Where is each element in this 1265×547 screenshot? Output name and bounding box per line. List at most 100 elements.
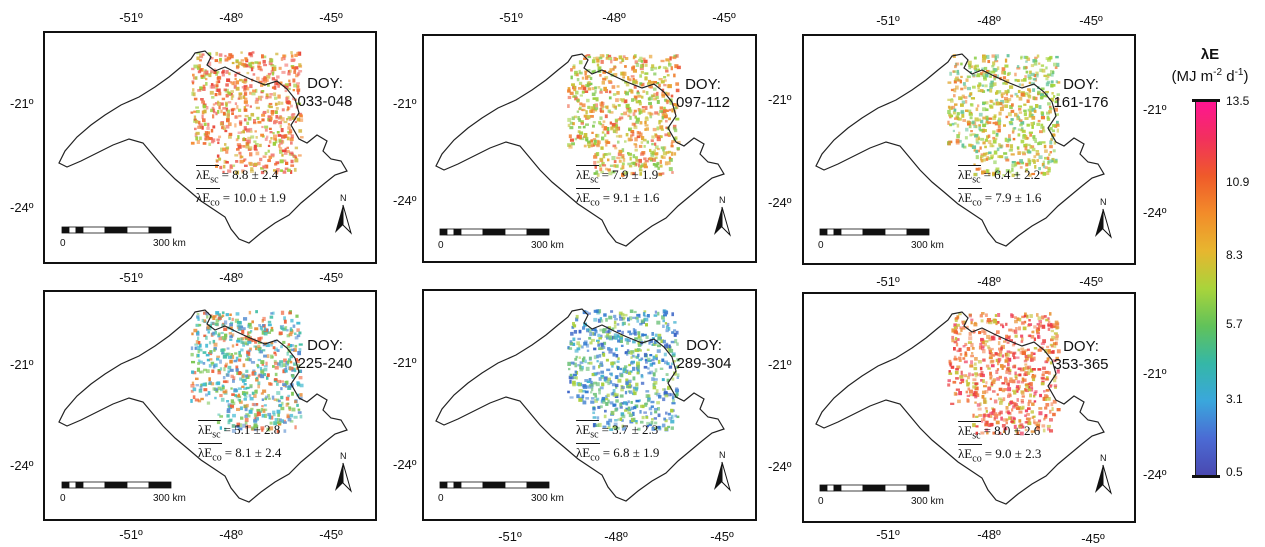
lat-tick-left: -21º <box>10 357 34 372</box>
doy-range: 289-304 <box>676 355 732 372</box>
lat-tick-right: -24º <box>1143 205 1167 220</box>
stat-value: = 6.8 ± 1.9 <box>602 445 660 460</box>
doy-range: 225-240 <box>297 355 353 372</box>
colorbar-title: λE (MJ m-2 d-1) <box>1155 46 1265 86</box>
stat-sc: λEsc = 5.1 ± 2.8 <box>198 420 280 441</box>
colorbar-tick: 0.5 <box>1226 465 1243 479</box>
stat-value: = 5.1 ± 2.8 <box>223 422 281 437</box>
lat-tick-left: -21º <box>393 355 417 370</box>
lat-tick-left: -24º <box>10 458 34 473</box>
doy-range: 097-112 <box>676 94 730 111</box>
lat-tick-left: -24º <box>393 193 417 208</box>
north-label: N <box>1100 197 1107 207</box>
stat-sc: λEsc = 6.4 ± 2.2 <box>958 165 1040 186</box>
doy-range: 033-048 <box>297 93 353 110</box>
lon-tick-bottom: -48º <box>219 527 243 542</box>
lon-tick-top: -51º <box>119 270 143 285</box>
lon-tick-top: -48º <box>977 274 1001 289</box>
doy-label: DOY: 289-304 <box>669 337 739 373</box>
stat-value: = 6.4 ± 2.2 <box>983 167 1041 182</box>
scale-bar-start: 0 <box>438 493 444 504</box>
lon-tick-top: -48º <box>602 10 626 25</box>
stat-symbol: λEco <box>198 443 222 464</box>
scale-bar-end: 300 km <box>531 240 564 251</box>
lon-tick-top: -51º <box>876 13 900 28</box>
stat-sc: λEsc = 7.9 ± 1.9 <box>576 165 658 186</box>
north-label: N <box>719 195 726 205</box>
lat-tick-right: -21º <box>1143 102 1167 117</box>
lon-tick-top: -51º <box>119 10 143 25</box>
stat-symbol: λEsc <box>576 165 599 186</box>
doy-prefix: DOY: <box>307 337 343 354</box>
lon-tick-top: -51º <box>876 274 900 289</box>
stat-value: = 7.9 ± 1.9 <box>601 167 659 182</box>
lon-tick-top: -45º <box>1079 274 1103 289</box>
colorbar-tick: 10.9 <box>1226 175 1250 189</box>
stat-symbol: λEsc <box>958 421 981 442</box>
stat-value: = 7.9 ± 1.6 <box>984 190 1042 205</box>
north-label: N <box>340 193 347 203</box>
doy-range: 161-176 <box>1053 94 1109 111</box>
stat-symbol: λEsc <box>576 420 599 441</box>
scale-bar-start: 0 <box>818 240 824 251</box>
scale-bar-end: 300 km <box>911 496 944 507</box>
stat-value: = 3.7 ± 2.3 <box>601 422 659 437</box>
stat-symbol: λEco <box>576 443 600 464</box>
colorbar-top-cap <box>1192 99 1220 102</box>
lon-tick-bottom: -51º <box>876 527 900 542</box>
lon-tick-top: -45º <box>712 10 736 25</box>
map-frame <box>802 292 1136 523</box>
lon-tick-bottom: -51º <box>498 529 522 544</box>
north-label: N <box>719 450 726 460</box>
colorbar-tick: 8.3 <box>1226 248 1243 262</box>
stat-symbol: λEco <box>958 444 982 465</box>
colorbar <box>1195 100 1217 477</box>
lat-tick-left: -24º <box>768 195 792 210</box>
lon-tick-top: -48º <box>219 10 243 25</box>
lat-tick-left: -24º <box>10 200 34 215</box>
scale-bar-start: 0 <box>818 496 824 507</box>
scale-bar-end: 300 km <box>153 238 186 249</box>
stat-co: λEco = 10.0 ± 1.9 <box>196 188 286 209</box>
lon-tick-bottom: -45º <box>1081 531 1105 546</box>
doy-label: DOY: 225-240 <box>290 337 360 373</box>
lon-tick-top: -45º <box>319 270 343 285</box>
lon-tick-top: -51º <box>499 10 523 25</box>
scale-bar-start: 0 <box>60 238 66 249</box>
colorbar-tick: 3.1 <box>1226 392 1243 406</box>
colorbar-title-units: (MJ m-2 d-1) <box>1171 67 1249 85</box>
scale-bar-end: 300 km <box>531 493 564 504</box>
doy-prefix: DOY: <box>1063 76 1099 93</box>
doy-label: DOY: 353-365 <box>1046 338 1116 374</box>
doy-label: DOY: 097-112 <box>668 76 738 112</box>
lon-tick-bottom: -48º <box>604 529 628 544</box>
colorbar-tick: 13.5 <box>1226 94 1250 108</box>
stat-symbol: λEsc <box>198 420 221 441</box>
doy-prefix: DOY: <box>1063 338 1099 355</box>
scale-bar-start: 0 <box>438 240 444 251</box>
lat-tick-left: -21º <box>768 92 792 107</box>
scale-bar-start: 0 <box>60 493 66 504</box>
doy-label: DOY: 161-176 <box>1046 76 1116 112</box>
stat-co: λEco = 8.1 ± 2.4 <box>198 443 281 464</box>
stat-co: λEco = 6.8 ± 1.9 <box>576 443 659 464</box>
scale-bar-end: 300 km <box>153 493 186 504</box>
stat-co: λEco = 7.9 ± 1.6 <box>958 188 1041 209</box>
colorbar-bottom-cap <box>1192 475 1220 478</box>
lat-tick-left: -24º <box>393 457 417 472</box>
lon-tick-top: -48º <box>977 13 1001 28</box>
lat-tick-left: -24º <box>768 459 792 474</box>
stat-symbol: λEco <box>958 188 982 209</box>
stat-sc: λEsc = 8.8 ± 2.4 <box>196 165 278 186</box>
stat-value: = 10.0 ± 1.9 <box>222 190 286 205</box>
lon-tick-bottom: -51º <box>119 527 143 542</box>
stat-value: = 9.1 ± 1.6 <box>602 190 660 205</box>
scale-bar-end: 300 km <box>911 240 944 251</box>
colorbar-title-symbol: λE <box>1200 46 1220 63</box>
north-label: N <box>1100 453 1107 463</box>
lon-tick-top: -45º <box>319 10 343 25</box>
lat-tick-right: -21º <box>1143 366 1167 381</box>
doy-label: DOY: 033-048 <box>290 75 360 111</box>
doy-prefix: DOY: <box>686 337 722 354</box>
lon-tick-bottom: -45º <box>710 529 734 544</box>
